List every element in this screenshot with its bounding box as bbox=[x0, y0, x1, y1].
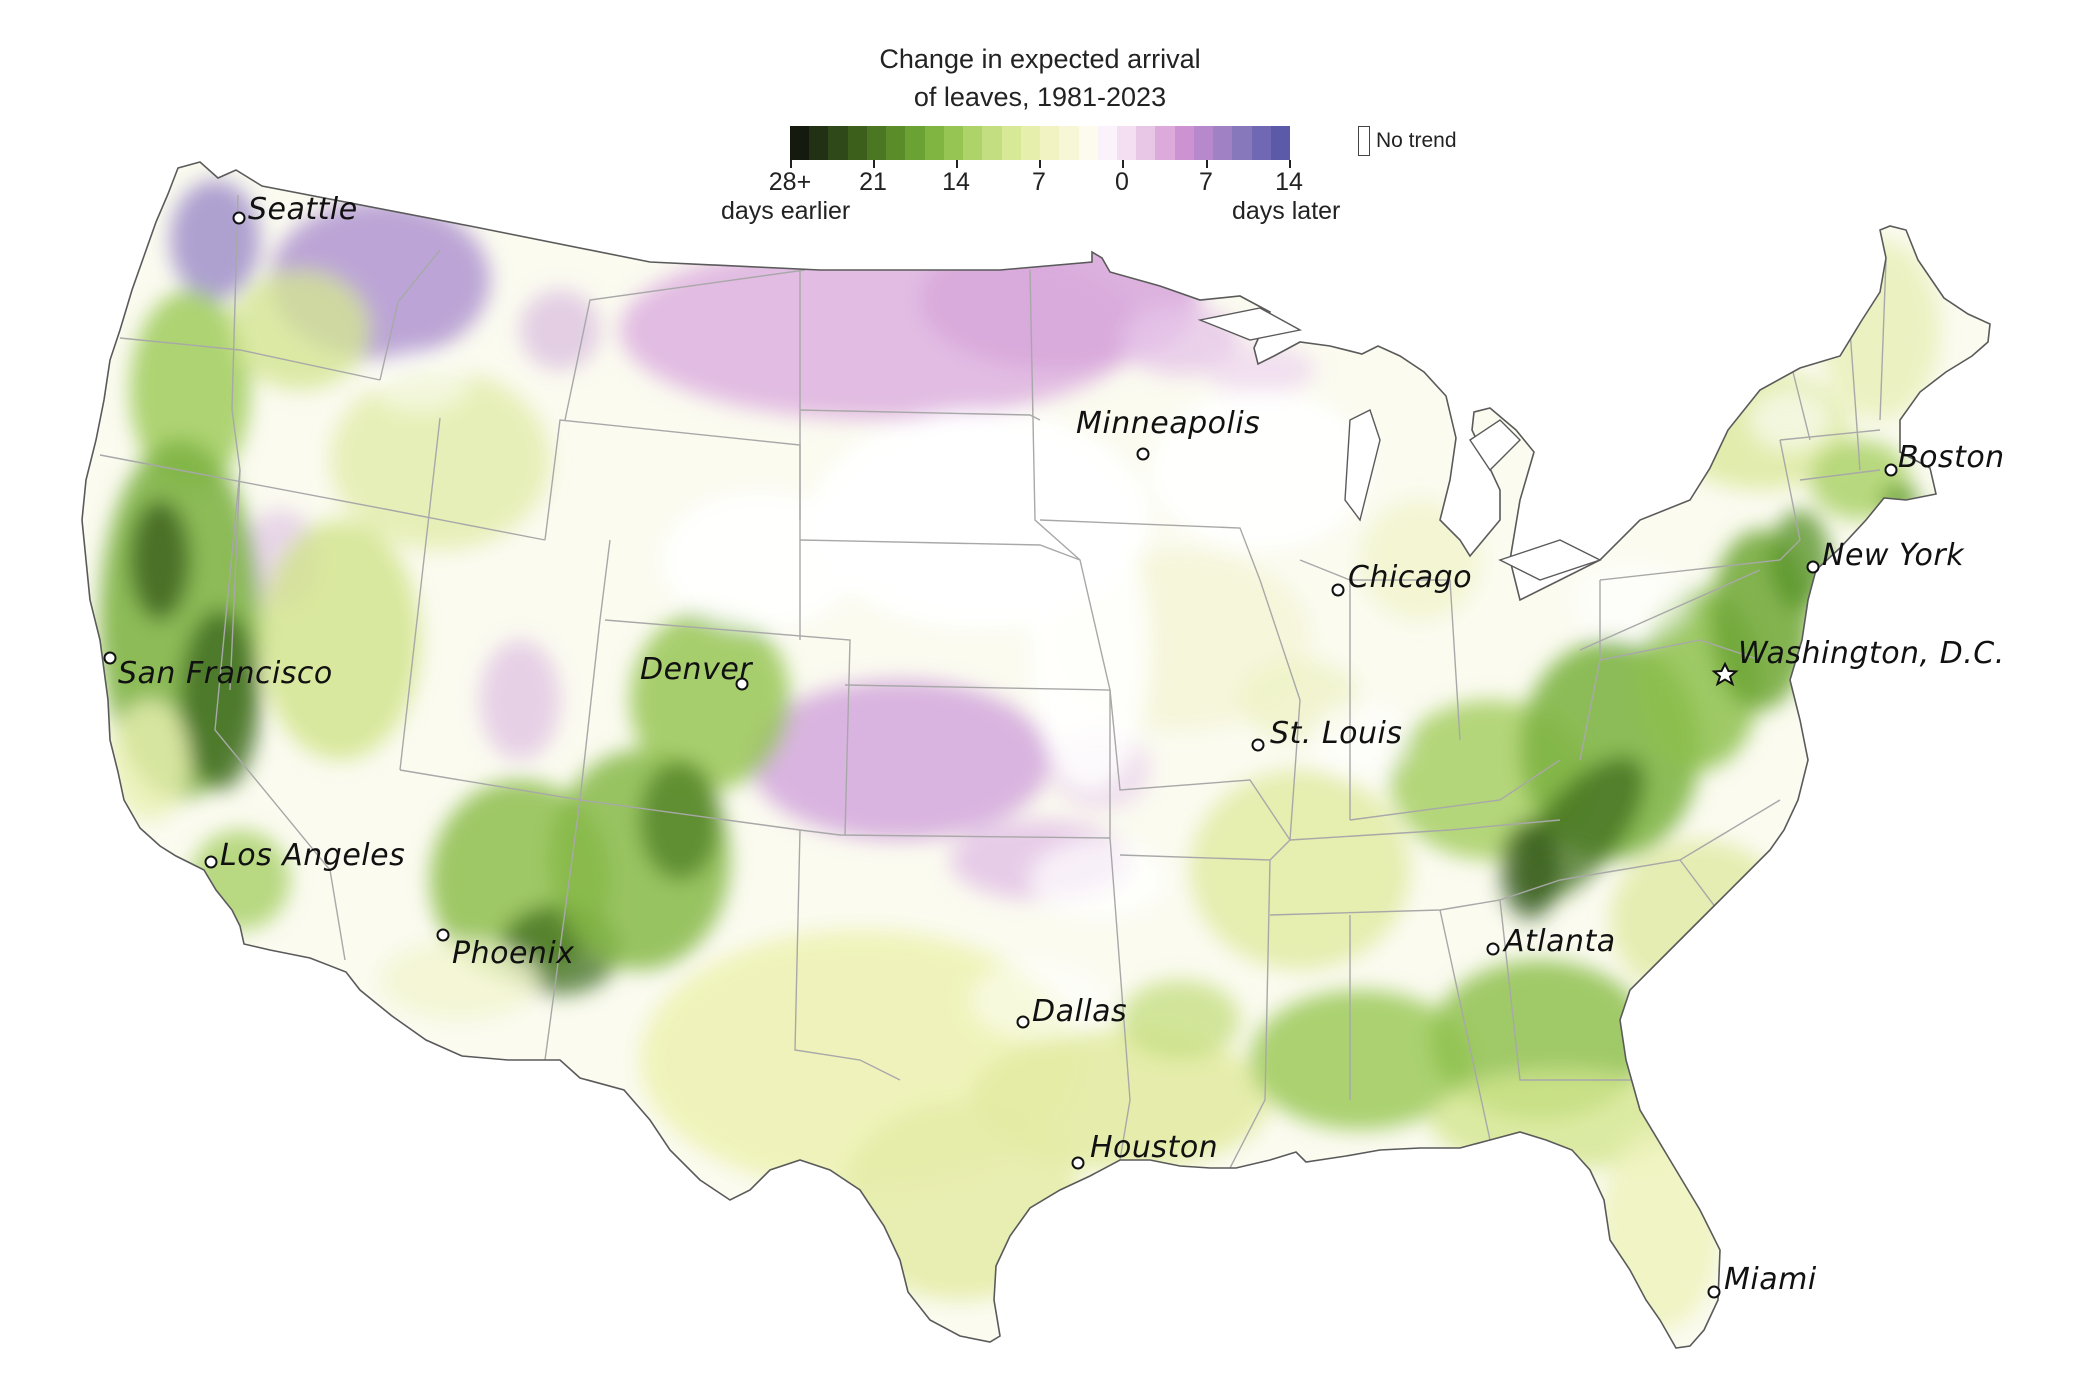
state-boundaries bbox=[99, 194, 1887, 1169]
new-york-marker bbox=[1806, 560, 1820, 574]
legend-tick-label: 21 bbox=[859, 168, 887, 196]
city-label-dallas: Dallas bbox=[1032, 994, 1128, 1029]
legend-tick-mark bbox=[1039, 160, 1041, 168]
legend-swatch bbox=[1136, 126, 1156, 160]
legend-tick-label: 14 bbox=[1275, 168, 1303, 196]
legend-swatch bbox=[1155, 126, 1175, 160]
legend-tick-mark bbox=[1206, 160, 1208, 168]
city-label-seattle: Seattle bbox=[248, 192, 358, 227]
city-label-phoenix: Phoenix bbox=[452, 936, 575, 971]
legend-swatch bbox=[1213, 126, 1233, 160]
legend-tick-mark bbox=[873, 160, 875, 168]
minneapolis-marker bbox=[1136, 447, 1150, 461]
no-trend-key: No trend bbox=[1358, 126, 1457, 156]
phoenix-marker bbox=[436, 928, 450, 942]
city-label-atlanta: Atlanta bbox=[1504, 924, 1616, 959]
legend-swatch bbox=[1251, 126, 1271, 160]
legend-swatch bbox=[809, 126, 829, 160]
city-label-miami: Miami bbox=[1724, 1262, 1817, 1297]
legend-color-bar bbox=[790, 126, 1291, 160]
legend-swatch bbox=[1059, 126, 1079, 160]
legend-swatch bbox=[1116, 126, 1137, 160]
legend-tick-label: 7 bbox=[1032, 168, 1046, 196]
houston-marker bbox=[1071, 1156, 1085, 1170]
legend-swatch bbox=[790, 126, 810, 160]
legend-tick-label: 0 bbox=[1115, 168, 1129, 196]
legend-tick-label: 14 bbox=[942, 168, 970, 196]
legend-swatch bbox=[924, 126, 944, 160]
legend-tick-label: 28+ bbox=[768, 168, 812, 196]
city-label-minneapolis: Minneapolis bbox=[1076, 406, 1261, 441]
city-label-denver: Denver bbox=[640, 652, 753, 687]
legend-swatch bbox=[1174, 126, 1194, 160]
los-angeles-marker bbox=[204, 855, 218, 869]
legend-swatch bbox=[905, 126, 925, 160]
legend-swatch bbox=[943, 126, 964, 160]
city-label-san-francisco: San Francisco bbox=[118, 656, 333, 691]
city-label-washington-dc: Washington, D.C. bbox=[1738, 636, 2005, 671]
city-label-chicago: Chicago bbox=[1348, 560, 1473, 595]
legend-tick-mark bbox=[1289, 160, 1291, 168]
chicago-marker bbox=[1331, 583, 1345, 597]
legend-swatch bbox=[847, 126, 867, 160]
city-label-boston: Boston bbox=[1898, 440, 2005, 475]
no-trend-swatch bbox=[1358, 126, 1370, 156]
san-francisco-marker bbox=[103, 651, 117, 665]
legend-swatch bbox=[1001, 126, 1021, 160]
boston-marker bbox=[1884, 463, 1898, 477]
legend-swatch bbox=[1193, 126, 1214, 160]
legend-swatch bbox=[1040, 126, 1060, 160]
city-label-houston: Houston bbox=[1090, 1130, 1219, 1165]
city-markers bbox=[103, 211, 1898, 1299]
legend-left-caption: days earlier bbox=[721, 197, 851, 225]
city-label-new-york: New York bbox=[1822, 538, 1965, 573]
legend-swatch bbox=[1078, 126, 1098, 160]
dallas-marker bbox=[1016, 1015, 1030, 1029]
legend-swatch bbox=[963, 126, 983, 160]
city-label-st-louis: St. Louis bbox=[1270, 716, 1403, 751]
legend-swatch bbox=[982, 126, 1002, 160]
legend-swatch bbox=[1232, 126, 1252, 160]
st-louis-marker bbox=[1251, 738, 1265, 752]
seattle-marker bbox=[232, 211, 246, 225]
legend-tick-mark bbox=[1122, 160, 1124, 168]
legend-title-line2: of leaves, 1981-2023 bbox=[913, 82, 1167, 112]
miami-marker bbox=[1707, 1285, 1721, 1299]
washington-dc-marker bbox=[1711, 661, 1739, 687]
legend-tick-mark bbox=[956, 160, 958, 168]
denver-marker bbox=[735, 677, 749, 691]
legend-title: Change in expected arrival of leaves, 19… bbox=[780, 40, 1300, 116]
city-label-los-angeles: Los Angeles bbox=[220, 838, 406, 873]
legend-swatch bbox=[1097, 126, 1117, 160]
legend-swatch bbox=[828, 126, 848, 160]
legend-swatch bbox=[1270, 126, 1291, 160]
no-trend-label: No trend bbox=[1376, 129, 1457, 152]
legend-tick-mark bbox=[790, 160, 792, 168]
legend-tick-label: 7 bbox=[1199, 168, 1213, 196]
legend-swatch bbox=[866, 126, 887, 160]
legend-swatch bbox=[886, 126, 906, 160]
legend-swatch bbox=[1020, 126, 1041, 160]
great-lakes bbox=[1197, 307, 1602, 581]
legend-right-caption: days later bbox=[1232, 197, 1341, 225]
legend-title-line1: Change in expected arrival bbox=[879, 44, 1201, 74]
atlanta-marker bbox=[1486, 942, 1500, 956]
